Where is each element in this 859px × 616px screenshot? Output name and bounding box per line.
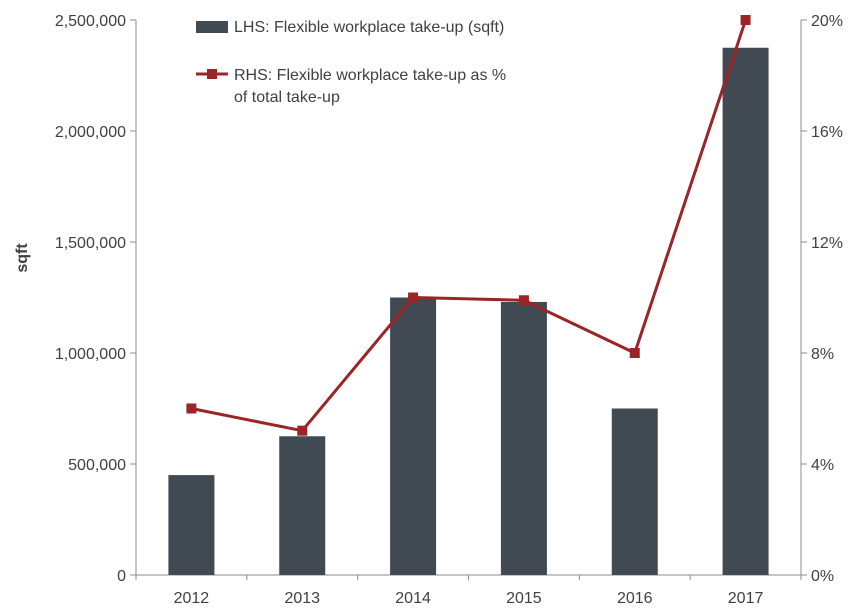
y-tick-label-left: 0 (117, 568, 126, 585)
x-tick-label: 2015 (506, 590, 542, 607)
bar (722, 47, 769, 575)
bar (500, 301, 547, 575)
y-tick-label-right: 8% (811, 346, 834, 363)
legend-swatch-bar (196, 21, 228, 33)
y-tick-label-left: 2,500,000 (55, 13, 126, 30)
line-marker (518, 295, 529, 306)
y-axis-title: sqft (14, 243, 31, 273)
legend-label-line: RHS: Flexible workplace take-up as % (234, 67, 506, 84)
legend: LHS: Flexible workplace take-up (sqft) RH… (196, 19, 506, 106)
bar (611, 408, 658, 575)
y-tick-label-right: 16% (811, 124, 843, 141)
legend-label-line: of total take-up (234, 89, 340, 106)
x-tick-label: 2012 (174, 590, 210, 607)
line-marker (629, 348, 640, 358)
x-tick-label: 2016 (617, 590, 653, 607)
x-tick-label: 2013 (284, 590, 320, 607)
legend-label-bar: LHS: Flexible workplace take-up (sqft) (234, 19, 504, 36)
line-marker (408, 292, 419, 303)
bar (168, 475, 215, 575)
y-tick-label-left: 1,500,000 (55, 235, 126, 252)
bar (390, 297, 437, 575)
axes (130, 19, 807, 580)
legend-swatch-marker (207, 69, 217, 79)
x-tick-label: 2014 (395, 590, 431, 607)
y-tick-label-left: 500,000 (68, 457, 126, 474)
line-marker (740, 15, 751, 25)
line-series (186, 15, 751, 436)
y-tick-label-right: 0% (811, 568, 834, 585)
y-tick-label-left: 2,000,000 (55, 124, 126, 141)
series-line (191, 19, 748, 433)
y-tick-label-right: 12% (811, 235, 843, 252)
line-marker (297, 425, 308, 436)
y-tick-label-right: 20% (811, 13, 843, 30)
y-tick-label-right: 4% (811, 457, 834, 474)
bar-series (168, 47, 769, 575)
y-tick-label-left: 1,000,000 (55, 346, 126, 363)
line-marker (186, 403, 197, 414)
x-tick-label: 2017 (728, 590, 764, 607)
tick-labels: 0 500,000 1,000,000 1,500,000 2,000,000 2,500… (55, 13, 843, 607)
bar (279, 436, 326, 575)
